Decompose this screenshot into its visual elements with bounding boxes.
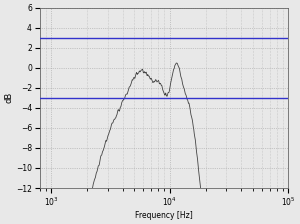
Y-axis label: dB: dB: [4, 92, 13, 103]
X-axis label: Frequency [Hz]: Frequency [Hz]: [135, 211, 193, 220]
